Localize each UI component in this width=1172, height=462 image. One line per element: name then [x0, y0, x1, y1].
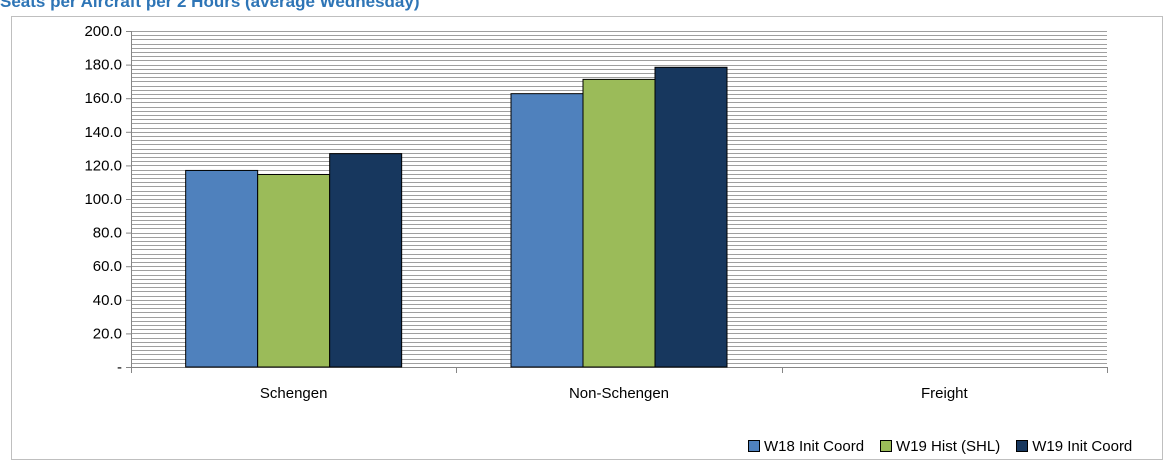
legend-item-2: W19 Init Coord — [1016, 438, 1132, 455]
y-tick-label: 100.0 — [84, 191, 122, 208]
y-tick-label: 80.0 — [93, 225, 122, 242]
y-tick-label: 20.0 — [93, 325, 122, 342]
chart-title: Seats per Aircraft per 2 Hours (average … — [0, 0, 420, 11]
y-tick-label: 120.0 — [84, 157, 122, 174]
legend-swatch-0 — [748, 440, 760, 452]
legend-label-2: W19 Init Coord — [1032, 437, 1133, 455]
legend-swatch-2 — [1016, 440, 1029, 452]
legend-label-0: W18 Init Coord — [764, 437, 865, 455]
bar-1-1 — [582, 78, 656, 368]
legend-item-0: W18 Init Coord — [748, 438, 864, 455]
x-category-label: Schengen — [260, 385, 328, 402]
y-tick-label: 140.0 — [84, 124, 122, 141]
y-tick-label: - — [117, 359, 122, 376]
bar-0-1 — [510, 93, 584, 368]
legend: W18 Init Coord W19 Hist (SHL) W19 Init C… — [748, 437, 1132, 455]
x-category-label: Freight — [921, 385, 969, 402]
bar-2-1 — [654, 66, 728, 368]
y-tick-label: 40.0 — [93, 292, 122, 309]
legend-swatch-1 — [880, 440, 893, 452]
y-tick-label: 180.0 — [84, 57, 122, 74]
legend-item-1: W19 Hist (SHL) — [880, 438, 1000, 455]
y-tick-label: 60.0 — [93, 258, 122, 275]
bar-1-0 — [257, 173, 331, 368]
y-tick-label: 160.0 — [84, 90, 122, 107]
legend-label-1: W19 Hist (SHL) — [896, 437, 1001, 455]
x-category-label: Non-Schengen — [569, 385, 669, 402]
bar-0-0 — [185, 169, 259, 368]
bar-2-0 — [329, 153, 403, 368]
chart-title-strip: Seats per Aircraft per 2 Hours (average … — [0, 0, 1172, 18]
y-tick-label: 200.0 — [84, 23, 122, 40]
